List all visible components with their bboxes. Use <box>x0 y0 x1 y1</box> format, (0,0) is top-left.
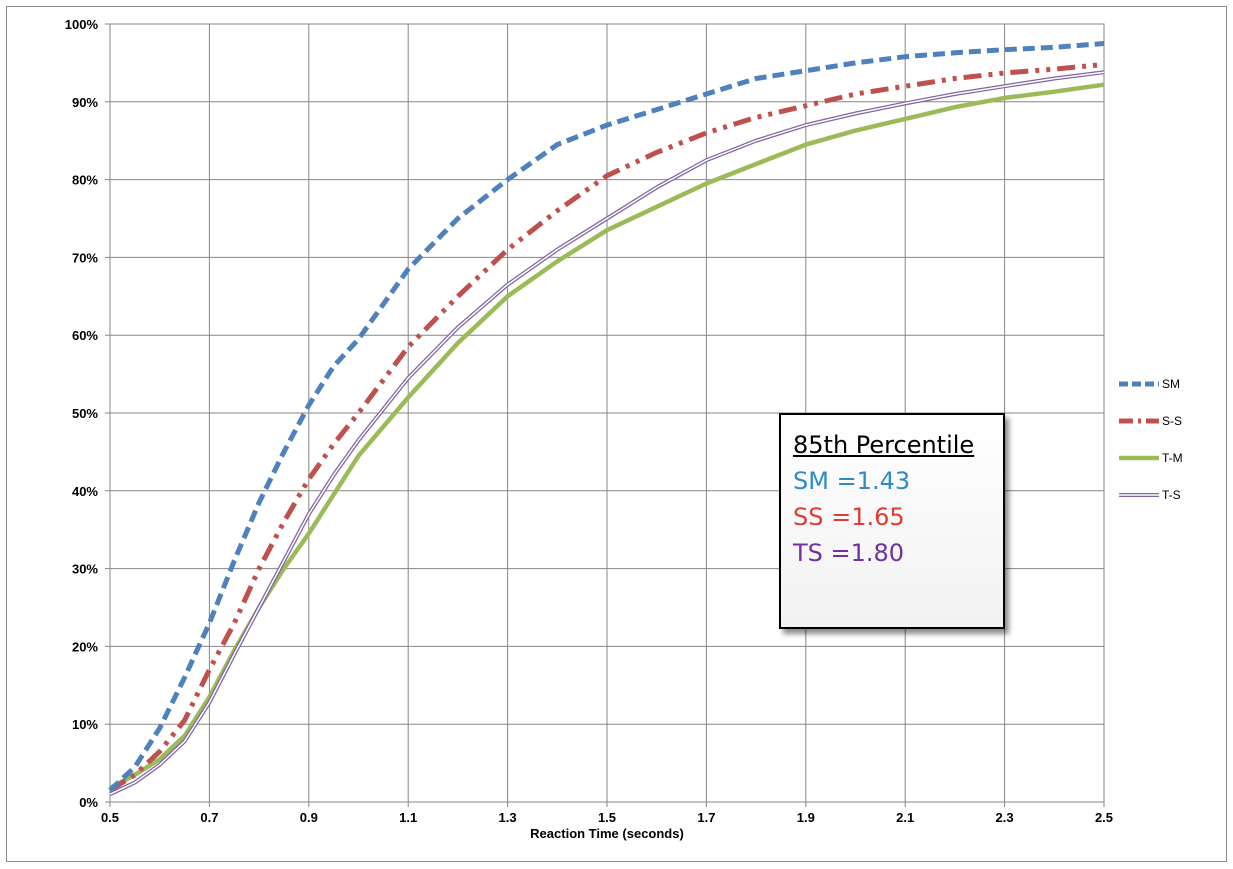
annotation-title: 85th Percentile <box>793 431 975 459</box>
y-tick-label: 10% <box>72 717 98 732</box>
legend-label-t-m: T-M <box>1162 451 1183 465</box>
y-tick-label: 80% <box>72 173 98 188</box>
x-tick-label: 1.9 <box>797 810 815 825</box>
legend-label-s-s: S-S <box>1162 414 1182 428</box>
y-tick-label: 100% <box>65 17 99 32</box>
x-tick-label: 1.5 <box>598 810 616 825</box>
series-line-sm <box>108 41 1105 793</box>
x-tick-label: 0.9 <box>300 810 318 825</box>
x-tick-label: 0.5 <box>101 810 119 825</box>
y-tick-label: 90% <box>72 95 98 110</box>
x-tick-label: 1.7 <box>697 810 715 825</box>
annotation-line-sm: SM =1.43 <box>793 467 911 495</box>
y-tick-label: 20% <box>72 639 98 654</box>
annotation-line-ts: TS =1.80 <box>793 539 905 567</box>
legend-label-t-s: T-S <box>1162 488 1181 502</box>
percentile-annotation-box: 85th Percentile SM =1.43 SS =1.65 TS =1.… <box>779 413 1005 629</box>
x-tick-label: 1.1 <box>399 810 417 825</box>
x-axis-title: Reaction Time (seconds) <box>530 826 684 841</box>
y-tick-label: 0% <box>79 795 98 810</box>
x-tick-label: 1.3 <box>499 810 517 825</box>
y-tick-label: 30% <box>72 562 98 577</box>
x-tick-label: 2.3 <box>996 810 1014 825</box>
legend: SM S-S T-M T-S <box>1119 377 1183 502</box>
y-axis-ticks: 0% 10% 20% 30% 40% 50% 60% 70% 80% 90% 100% <box>65 17 110 810</box>
x-axis-ticks: 0.5 0.7 0.9 1.1 1.3 1.5 1.7 1.9 2.1 2.3 2.5 <box>101 802 1113 825</box>
y-tick-label: 60% <box>72 328 98 343</box>
x-tick-label: 2.1 <box>896 810 914 825</box>
series-line-s-s <box>108 62 1105 793</box>
annotation-line-ss: SS =1.65 <box>793 503 905 531</box>
series-layer <box>108 41 1105 797</box>
y-tick-label: 50% <box>72 406 98 421</box>
x-tick-label: 2.5 <box>1095 810 1113 825</box>
y-tick-label: 40% <box>72 484 98 499</box>
legend-label-sm: SM <box>1162 377 1180 391</box>
series-line-t-m <box>108 82 1105 790</box>
x-tick-label: 0.7 <box>200 810 218 825</box>
series-line-t-s-inner <box>109 71 1105 795</box>
y-tick-label: 70% <box>72 250 98 265</box>
